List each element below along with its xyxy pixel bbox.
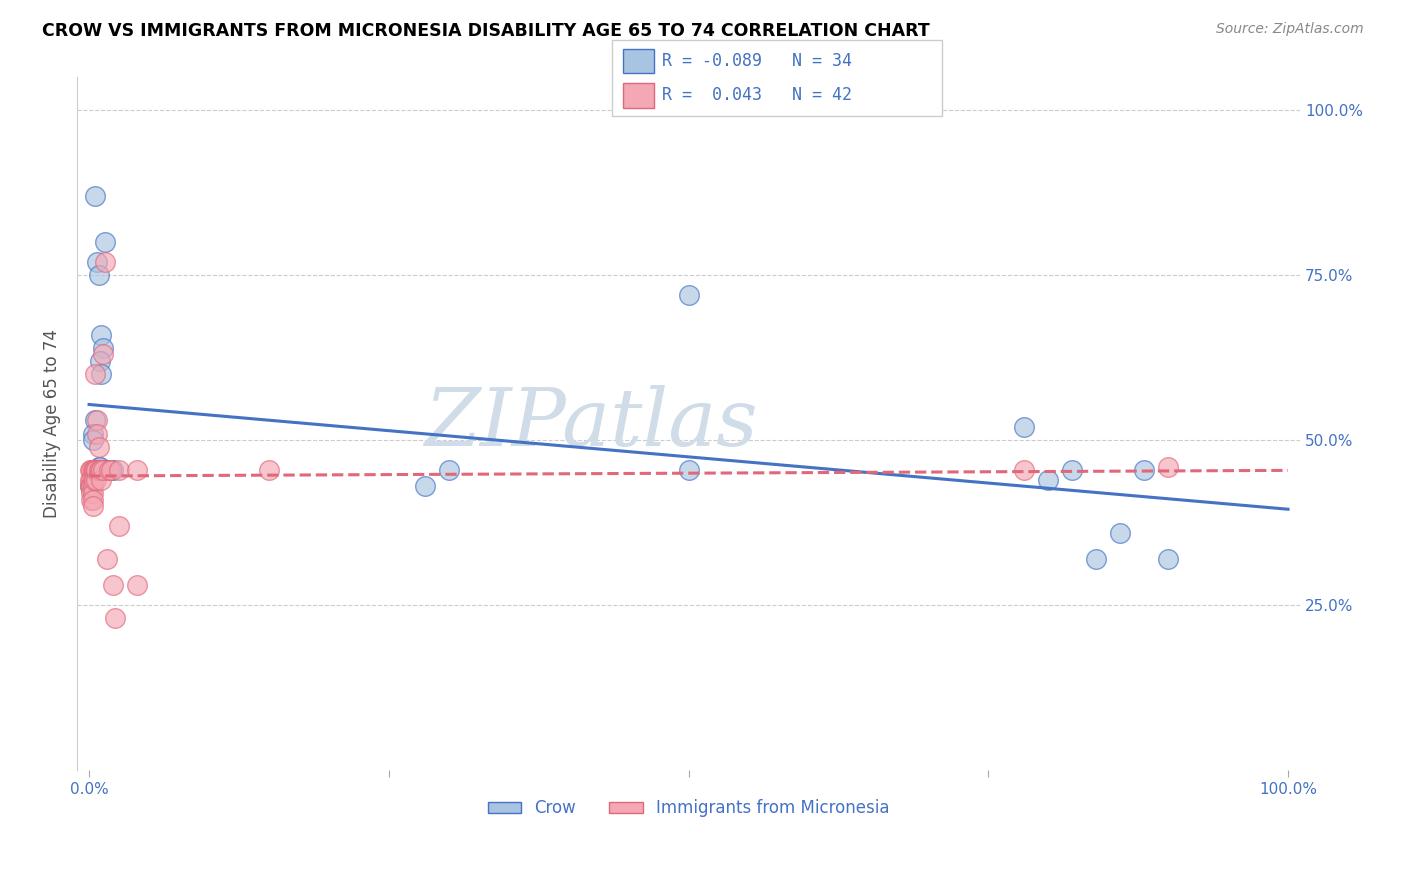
Point [437, 463, 460, 477]
Point [90, 327, 112, 342]
Point [678, 463, 700, 477]
Point [257, 463, 280, 477]
Point [93, 341, 115, 355]
Point [84, 473, 107, 487]
Point [90, 463, 112, 477]
Point [84, 463, 107, 477]
Point [96, 552, 118, 566]
Point [86, 255, 108, 269]
Point [83, 463, 105, 477]
Point [1062, 463, 1084, 477]
Point [87, 463, 110, 477]
Point [93, 235, 115, 250]
Point [413, 479, 436, 493]
Point [80, 492, 103, 507]
Point [101, 463, 124, 477]
Point [84, 413, 107, 427]
Point [86, 463, 108, 477]
Point [82, 499, 104, 513]
Point [90, 473, 112, 487]
Point [84, 463, 107, 477]
Point [82, 463, 104, 477]
Point [89, 354, 111, 368]
Point [80, 473, 103, 487]
Point [108, 463, 131, 477]
Point [84, 189, 107, 203]
Y-axis label: Disability Age 65 to 74: Disability Age 65 to 74 [44, 329, 60, 518]
Point [82, 486, 104, 500]
Point [98, 463, 121, 477]
Point [83, 473, 105, 487]
Point [93, 463, 115, 477]
Point [87, 268, 110, 283]
Point [90, 368, 112, 382]
Legend: Crow, Immigrants from Micronesia: Crow, Immigrants from Micronesia [481, 793, 896, 824]
Point [80, 463, 103, 477]
Point [79, 479, 101, 493]
Point [93, 463, 115, 477]
Point [87, 459, 110, 474]
Point [100, 463, 122, 477]
Point [104, 611, 127, 625]
Point [1157, 552, 1180, 566]
Point [86, 413, 108, 427]
Point [82, 492, 104, 507]
Point [82, 463, 104, 477]
Point [100, 463, 122, 477]
Point [79, 463, 101, 477]
Point [1109, 525, 1132, 540]
Point [82, 473, 104, 487]
Point [96, 463, 118, 477]
Point [79, 479, 101, 493]
Point [82, 434, 104, 448]
Point [1133, 463, 1156, 477]
Point [108, 519, 131, 533]
Point [84, 368, 107, 382]
Point [1038, 473, 1060, 487]
Point [87, 440, 110, 454]
Point [93, 255, 115, 269]
Point [101, 578, 124, 592]
Point [93, 347, 115, 361]
Point [89, 459, 111, 474]
Point [86, 426, 108, 441]
Point [125, 578, 148, 592]
Point [84, 463, 107, 477]
Text: R =  0.043   N = 42: R = 0.043 N = 42 [662, 87, 852, 104]
Point [80, 479, 103, 493]
Text: ZIPatlas: ZIPatlas [425, 385, 758, 462]
Point [79, 473, 101, 487]
Point [82, 426, 104, 441]
Point [678, 288, 700, 302]
Text: Source: ZipAtlas.com: Source: ZipAtlas.com [1216, 22, 1364, 37]
Point [125, 463, 148, 477]
Point [1157, 459, 1180, 474]
Point [82, 479, 104, 493]
Point [1012, 420, 1035, 434]
Point [1012, 463, 1035, 477]
Text: CROW VS IMMIGRANTS FROM MICRONESIA DISABILITY AGE 65 TO 74 CORRELATION CHART: CROW VS IMMIGRANTS FROM MICRONESIA DISAB… [42, 22, 929, 40]
Point [83, 463, 105, 477]
Point [1085, 552, 1108, 566]
Point [89, 463, 111, 477]
Point [80, 486, 103, 500]
Point [90, 463, 112, 477]
Text: R = -0.089   N = 34: R = -0.089 N = 34 [662, 52, 852, 70]
